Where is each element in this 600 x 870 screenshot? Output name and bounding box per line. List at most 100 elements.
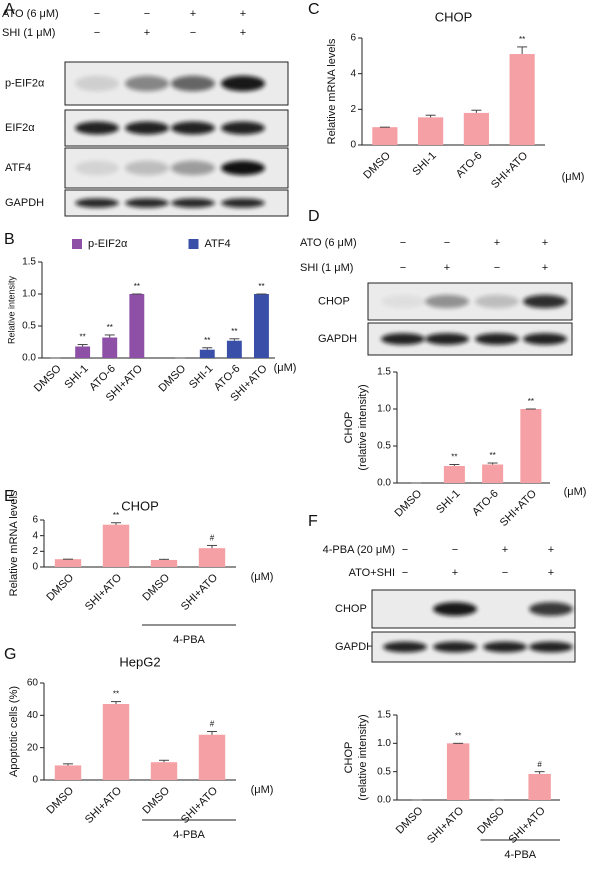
x-tick-label: DMSO: [157, 362, 189, 394]
treatment-sign: +: [190, 8, 196, 20]
blot-band: [125, 160, 169, 176]
error-bar: [77, 344, 88, 347]
x-tick-label: ATO-6: [454, 150, 485, 181]
y-tick-label: 40: [27, 710, 39, 721]
blot-band: [523, 294, 567, 309]
error-bar: [449, 464, 460, 466]
x-unit: (μM): [564, 486, 587, 498]
blot-band: [425, 333, 469, 345]
x-tick-label: DMSO: [44, 571, 76, 603]
significance-mark: **: [107, 323, 113, 332]
error-bar: [207, 544, 217, 549]
panel-letter: E: [4, 488, 15, 505]
y-axis-label: Relative mRNA levels: [326, 38, 338, 144]
y-tick-label: 1.5: [377, 710, 391, 721]
blot-label: CHOP: [335, 603, 367, 615]
x-tick-label: SHI+ATO: [83, 571, 125, 613]
x-tick-label: SHI+ATO: [83, 784, 125, 826]
chart-title: CHOP: [121, 498, 159, 513]
y-tick-label: 1.5: [377, 367, 391, 378]
y-tick-label: 0: [350, 140, 356, 151]
blot-band: [221, 198, 265, 208]
blot-band: [125, 198, 169, 208]
treatment-label: 4-PBA (20 μM): [323, 544, 395, 556]
blot-band: [381, 294, 425, 309]
y-tick-label: 20: [27, 742, 39, 753]
x-tick-label: SHI+ATO: [498, 487, 540, 529]
x-unit: (μM): [251, 571, 274, 583]
blot-band: [75, 160, 119, 176]
blot-band: [221, 75, 265, 92]
blot-band: [125, 121, 169, 135]
blot-label: EIF2α: [5, 122, 35, 134]
y-tick-label: 2: [32, 546, 38, 557]
y-axis-label: Relative mRNA levels: [8, 490, 20, 596]
y-axis-label: (relative intensity): [357, 384, 369, 470]
significance-mark: **: [134, 282, 140, 291]
treatment-label: ATO (6 μM): [300, 237, 357, 249]
treatment-sign: −: [444, 237, 450, 249]
x-tick-label: DMSO: [140, 784, 172, 816]
x-tick-label: SHI-1: [410, 150, 438, 178]
treatment-sign: +: [452, 567, 458, 579]
blot-label: GAPDH: [335, 641, 374, 653]
treatment-sign: +: [548, 567, 554, 579]
bar: [102, 337, 118, 358]
blot-band: [171, 121, 215, 135]
error-bar: [111, 701, 121, 705]
treatment-sign: +: [144, 27, 150, 39]
y-tick-label: 0: [32, 775, 38, 786]
bar: [150, 559, 178, 567]
treatment-sign: −: [400, 237, 406, 249]
significance-mark: **: [113, 511, 119, 520]
error-bar: [471, 109, 482, 113]
significance-mark: **: [231, 327, 237, 336]
blot-band: [529, 641, 573, 653]
error-bar: [111, 522, 121, 525]
blot-band: [483, 641, 527, 653]
bar: [199, 349, 215, 358]
bar: [463, 112, 489, 145]
blot-band: [171, 198, 215, 208]
blot-band: [171, 160, 215, 176]
y-tick-label: 0.5: [377, 766, 391, 777]
treatment-sign: +: [542, 237, 548, 249]
treatment-sign: +: [548, 544, 554, 556]
treatment-sign: −: [94, 8, 100, 20]
error-bar: [159, 558, 169, 560]
bar: [102, 524, 130, 567]
bar: [520, 409, 542, 483]
y-tick-label: 2: [350, 104, 356, 115]
significance-mark: **: [490, 451, 496, 460]
x-tick-label: DMSO: [394, 804, 426, 836]
legend-label: p-EIF2α: [88, 238, 128, 250]
error-bar: [202, 347, 213, 350]
y-tick-label: 0.5: [377, 441, 391, 452]
x-tick-label: SHI-1: [434, 488, 462, 516]
y-tick-label: 4: [350, 68, 356, 79]
y-axis-label: Apoptotic cells (%): [8, 686, 20, 777]
blot-band: [523, 333, 567, 345]
error-bar: [517, 46, 528, 55]
x-tick-label: DMSO: [392, 487, 424, 519]
significance-mark: **: [80, 333, 86, 342]
significance-mark: **: [451, 453, 457, 462]
blot-band: [221, 160, 265, 176]
bar: [482, 464, 504, 483]
error-bar: [104, 334, 115, 338]
significance-mark: **: [204, 336, 210, 345]
x-tick-label: DMSO: [140, 571, 172, 603]
blot-band: [475, 294, 519, 309]
y-tick-label: 60: [27, 678, 39, 689]
blot-band: [381, 333, 425, 345]
y-tick-label: 1.0: [377, 404, 391, 415]
x-tick-label: SHI-1: [62, 363, 90, 391]
panel-letter: C: [308, 1, 320, 18]
x-unit: (μM): [562, 171, 585, 183]
treatment-sign: −: [502, 567, 508, 579]
x-tick-label: SHI+ATO: [179, 571, 221, 613]
blot-label: p-EIF2α: [5, 77, 45, 89]
bar: [129, 294, 145, 358]
x-tick-label: DMSO: [361, 149, 393, 181]
significance-mark: #: [210, 534, 215, 543]
